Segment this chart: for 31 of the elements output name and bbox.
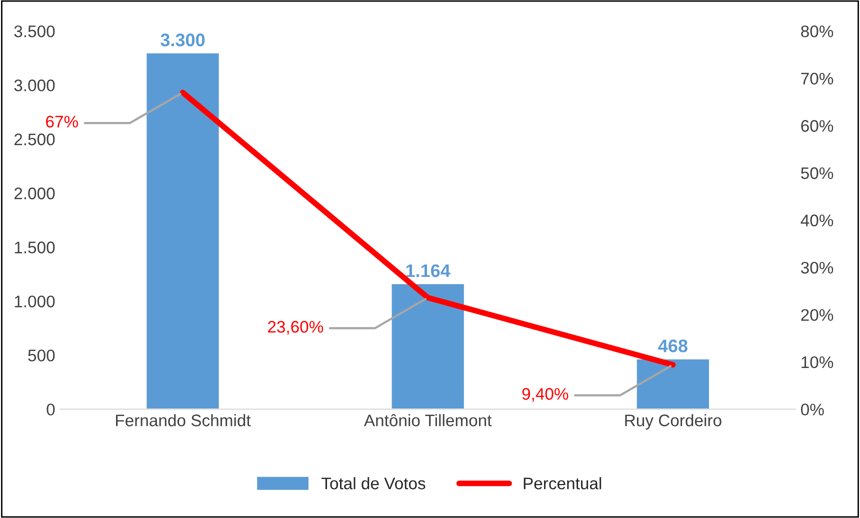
y-tick-label: 0 [46, 404, 55, 416]
y-tick-label: 1.000 [14, 296, 55, 308]
y2-tick-label: 80% [801, 25, 834, 38]
data-label: 9,40% [522, 388, 568, 402]
data-label: 468 [658, 340, 688, 352]
legend-label: Percentual [524, 477, 602, 490]
x-tick-label: Fernando Schmidt [116, 414, 251, 426]
y-tick-label: 500 [28, 350, 55, 362]
y-tick-label: 2.000 [14, 188, 55, 200]
y2-tick-label: 60% [801, 120, 834, 132]
y2-tick-label: 20% [801, 309, 834, 321]
x-tick-label: Antônio Tillemont [364, 414, 492, 426]
y-tick-label: 2.500 [14, 134, 55, 146]
data-label: 3.300 [160, 34, 205, 46]
data-label: 23,60% [268, 320, 324, 335]
bar [390, 282, 466, 410]
x-tick-label: Ruy Cordeiro [625, 414, 722, 430]
bar [635, 358, 710, 410]
legend-label: Total de Votos [322, 477, 426, 490]
y2-tick-label: 50% [801, 167, 834, 180]
y2-tick-label: 40% [800, 214, 834, 226]
y2-tick-label: 30% [800, 262, 834, 274]
y2-tick-label: 10% [802, 356, 834, 368]
y-tick-label: 3.500 [14, 25, 55, 38]
bar [145, 52, 220, 410]
y-tick-label: 3.000 [14, 80, 55, 92]
y2-tick-label: 0% [801, 404, 824, 416]
data-label: 1.164 [406, 264, 450, 278]
y2-tick-label: 70% [801, 72, 834, 85]
data-label: 67% [46, 116, 78, 128]
y-tick-label: 1.500 [14, 242, 55, 254]
